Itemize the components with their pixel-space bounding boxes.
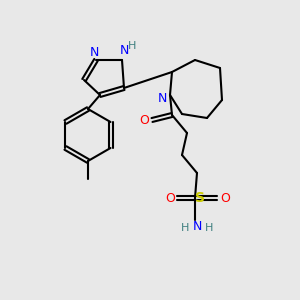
Text: H: H — [181, 223, 189, 233]
Text: S: S — [195, 191, 205, 205]
Text: O: O — [220, 191, 230, 205]
Text: O: O — [139, 113, 149, 127]
Text: H: H — [205, 223, 213, 233]
Text: N: N — [157, 92, 167, 104]
Text: N: N — [192, 220, 202, 232]
Text: O: O — [165, 191, 175, 205]
Text: N: N — [119, 44, 129, 58]
Text: N: N — [89, 46, 99, 59]
Text: H: H — [128, 41, 136, 51]
